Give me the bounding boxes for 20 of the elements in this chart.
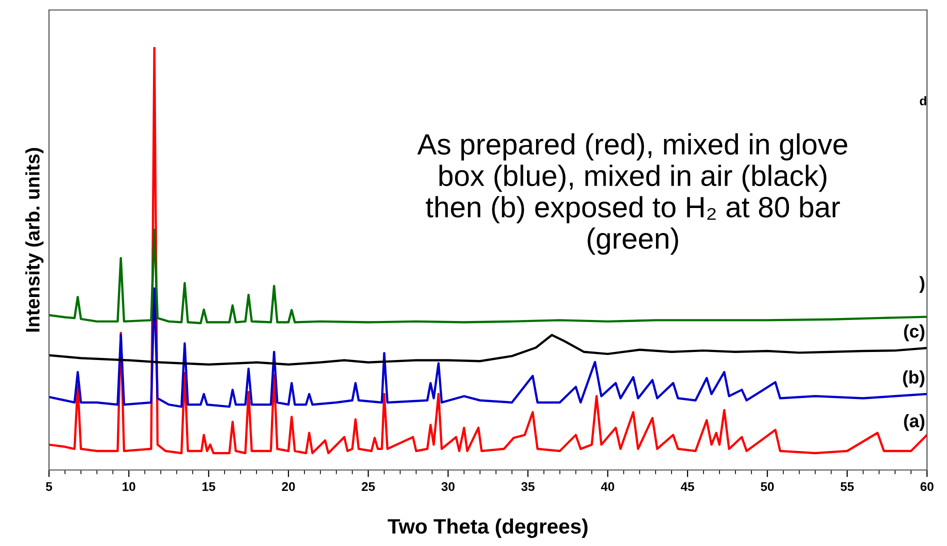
- x-tick-label: 25: [362, 482, 375, 491]
- x-tick-label: 45: [680, 482, 694, 491]
- x-tick-label: 40: [600, 482, 614, 491]
- annotation: (a): [904, 414, 924, 431]
- annotation: d: [920, 96, 926, 106]
- x-axis-title: Two Theta (degrees): [388, 518, 588, 538]
- annotation: (b): [903, 370, 924, 388]
- x-tick-label: 55: [840, 482, 854, 491]
- annotation: (c): [904, 324, 924, 342]
- y-axis-title: Intensity (arb. units): [25, 148, 44, 332]
- x-tick-label: 5: [46, 482, 52, 491]
- annotation: ): [919, 276, 924, 293]
- x-tick-label: 50: [760, 482, 774, 491]
- x-tick-label: 35: [521, 482, 535, 492]
- x-tick-label: 15: [202, 482, 216, 491]
- annotation: As prepared (red), mixed in glove box (blue), mixed in air (black) then (b) exposed to H₂ at 80 bar (green): [417, 133, 848, 255]
- x-tick-label: 30: [441, 482, 455, 492]
- x-tick-label: 20: [282, 482, 295, 491]
- x-tick-label: 60: [920, 482, 934, 491]
- x-tick-label: 10: [122, 482, 136, 491]
